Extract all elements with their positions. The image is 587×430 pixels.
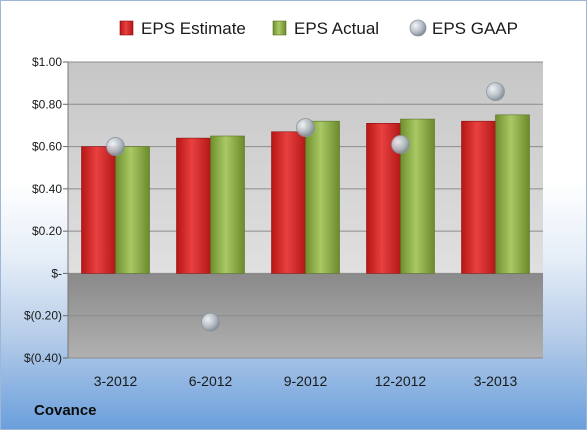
actual-bar xyxy=(115,146,150,274)
gaap-point xyxy=(201,312,220,332)
legend: EPS Estimate EPS Actual EPS GAAP xyxy=(119,19,518,38)
gaap-points xyxy=(106,82,505,332)
legend-label: EPS Actual xyxy=(294,19,379,38)
y-tick-label: $0.20 xyxy=(32,224,62,238)
bars xyxy=(81,114,530,274)
legend-swatch xyxy=(119,20,134,36)
x-tick-label: 9-2012 xyxy=(284,373,328,389)
x-tick-label: 12-2012 xyxy=(375,373,427,389)
actual-bar xyxy=(495,114,530,274)
y-tick-label: $- xyxy=(51,266,62,280)
gaap-point xyxy=(391,135,410,154)
y-tick-label: $0.40 xyxy=(32,182,62,196)
actual-bar xyxy=(210,135,245,274)
y-tick-label: $0.80 xyxy=(32,97,62,111)
x-tick-label: 6-2012 xyxy=(189,373,233,389)
company-name: Covance xyxy=(34,402,97,419)
y-tick-label: $0.60 xyxy=(32,140,62,154)
legend-label: EPS Estimate xyxy=(141,19,246,38)
legend-label: EPS GAAP xyxy=(432,19,518,38)
legend-swatch xyxy=(272,20,287,36)
actual-bar xyxy=(305,120,340,274)
estimate-bar xyxy=(271,131,306,274)
legend-swatch xyxy=(409,19,427,37)
y-tick-label: $(0.40) xyxy=(24,351,62,365)
x-tick-label: 3-2013 xyxy=(474,373,518,389)
gaap-point xyxy=(486,82,505,101)
estimate-bar xyxy=(461,120,496,274)
x-tick-label: 3-2012 xyxy=(94,373,138,389)
y-axis: $1.00 $0.80 $0.60 $0.40 $0.20 $- $(0.20) $(0.40… xyxy=(24,55,69,365)
x-axis: 3-2012 6-2012 9-2012 12-2012 3-2013 xyxy=(94,373,518,389)
y-tick-label: $1.00 xyxy=(32,55,62,69)
gaap-point xyxy=(296,118,315,137)
estimate-bar xyxy=(176,137,211,274)
gaap-point xyxy=(106,137,125,156)
estimate-bar xyxy=(81,146,116,274)
y-tick-label: $(0.20) xyxy=(24,309,62,323)
